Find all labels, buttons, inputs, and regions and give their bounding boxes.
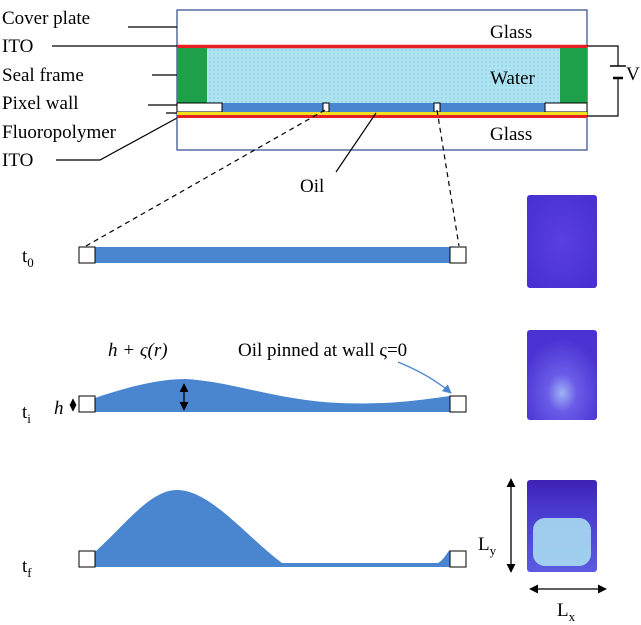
pixel-wall xyxy=(545,103,587,112)
stage-label: tf xyxy=(22,556,32,580)
device: Glass Water Glass V xyxy=(177,10,640,150)
pixel-wall xyxy=(79,551,95,567)
pixel-wall xyxy=(79,396,95,412)
oil-film xyxy=(95,490,450,567)
diagram: Glass Water Glass V Cover plate ITO Seal… xyxy=(0,0,641,625)
oil-film xyxy=(95,247,450,263)
pixel-wall xyxy=(79,247,95,263)
oil-droplet xyxy=(533,518,591,566)
pixel-image xyxy=(527,195,597,288)
layer-label: ITO xyxy=(2,150,33,171)
glass-bottom-label: Glass xyxy=(490,124,532,145)
glass-top-label: Glass xyxy=(490,22,532,43)
pixel-image xyxy=(527,330,597,420)
oil-layer xyxy=(207,103,560,112)
pixel-wall xyxy=(450,551,466,567)
seal-frame xyxy=(560,48,587,105)
oil-film xyxy=(95,379,450,412)
lx-label: Lx xyxy=(557,600,576,624)
layer-label: Seal frame xyxy=(2,65,84,86)
circuit-wire xyxy=(587,46,618,116)
h-label: h xyxy=(54,398,64,419)
seal-frame xyxy=(177,48,207,105)
pixel-wall xyxy=(450,396,466,412)
pinned-arrow xyxy=(398,362,451,393)
voltage-label: V xyxy=(626,64,640,85)
height-expression: h + ς(r) xyxy=(108,340,168,361)
stage-label: ti xyxy=(22,402,31,426)
layer-labels: Cover plate ITO Seal frame Pixel wall Fl… xyxy=(2,8,177,171)
ly-label: Ly xyxy=(478,534,497,558)
stage-label: t0 xyxy=(22,246,34,270)
water-label: Water xyxy=(490,68,536,89)
pixel-wall xyxy=(177,103,222,112)
layer-label: Fluoropolymer xyxy=(2,122,117,143)
layer-label: Cover plate xyxy=(2,8,90,29)
oil-label: Oil xyxy=(300,176,324,197)
layer-label: Pixel wall xyxy=(2,93,79,114)
pixel-wall xyxy=(450,247,466,263)
pinned-annotation: Oil pinned at wall ς=0 xyxy=(238,340,407,361)
layer-label: ITO xyxy=(2,36,33,57)
